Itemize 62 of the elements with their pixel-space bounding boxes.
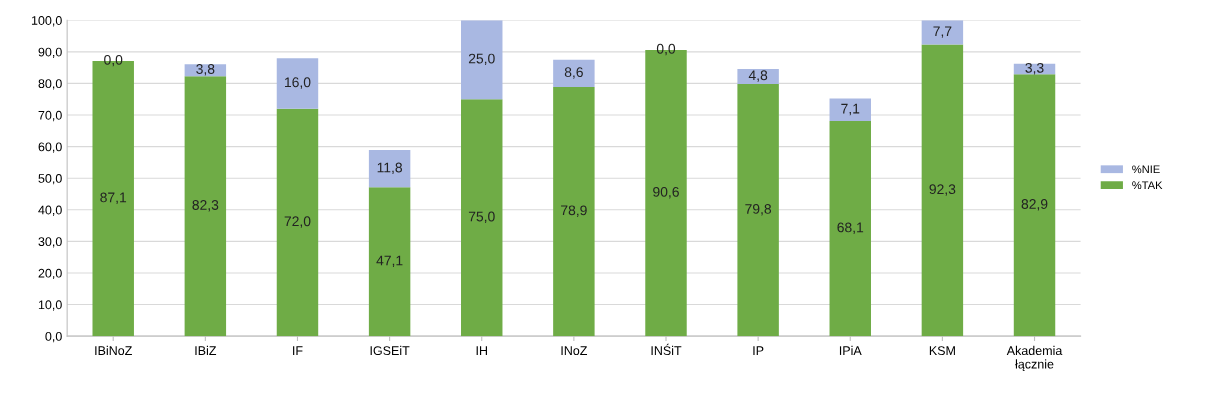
y-tick-label: 90,0 [38, 47, 62, 58]
bar [184, 76, 227, 337]
data-label: 0,0 [656, 43, 676, 56]
data-label: 78,9 [561, 205, 587, 217]
data-label: 75,0 [468, 211, 495, 224]
data-label: 8,6 [564, 67, 583, 79]
bar [921, 44, 964, 337]
data-label: 82,3 [192, 200, 219, 212]
y-tick-label: 40,0 [38, 205, 62, 216]
data-label: 90,6 [653, 186, 679, 199]
data-label: 87,1 [100, 192, 127, 204]
y-tick-label: 70,0 [38, 110, 62, 122]
bar [553, 86, 595, 337]
bar [553, 59, 595, 87]
bar [461, 20, 503, 100]
y-tick-label: 10,0 [38, 300, 62, 311]
data-label: 25,0 [468, 53, 495, 66]
x-tick-label: IPiA [839, 345, 862, 355]
legend-label: %TAK [1132, 181, 1163, 190]
data-label: 68,1 [837, 222, 864, 234]
y-tick-label: 60,0 [38, 142, 62, 153]
x-tick-label: IF [293, 346, 303, 355]
bar [921, 20, 964, 45]
y-tick-label: 50,0 [38, 174, 62, 185]
data-label: 47,1 [376, 255, 403, 268]
data-label: 82,9 [1021, 199, 1048, 211]
y-tick-label: 80,0 [38, 79, 62, 90]
x-tick-label: IBiZ [195, 345, 217, 355]
x-tick-label: IH [476, 346, 487, 355]
bar [737, 84, 779, 337]
bar [1013, 74, 1056, 337]
data-label: 92,3 [929, 184, 956, 196]
data-label: 0,0 [104, 54, 123, 67]
bar [276, 58, 319, 109]
x-tick-label: KSM [929, 346, 955, 356]
data-label: 3,8 [196, 64, 215, 76]
bar [737, 68, 779, 85]
legend-label: %NIE [1132, 165, 1160, 174]
data-label: 72,0 [284, 216, 311, 228]
y-tick-label: 0,0 [45, 331, 62, 343]
x-tick-label: INoZ [561, 346, 588, 356]
data-label: 3,3 [1025, 62, 1044, 75]
x-tick-label: IP [753, 346, 764, 355]
data-label: 79,8 [745, 204, 772, 216]
data-label: 16,0 [285, 77, 311, 89]
data-label: 7,7 [933, 26, 952, 38]
y-tick-label: 100,0 [31, 16, 62, 27]
x-tick-label: IGSEiT [370, 345, 410, 356]
bar [368, 187, 411, 337]
y-tick-label: 30,0 [38, 237, 62, 248]
data-label: 11,8 [377, 162, 403, 175]
data-label: 4,8 [748, 70, 768, 82]
bar [829, 98, 871, 122]
bar [829, 121, 871, 337]
x-tick-label: IBiNoZ [95, 345, 132, 356]
y-tick-label: 20,0 [38, 268, 62, 280]
x-tick-label: Akademia łącznie [1006, 345, 1063, 371]
bar [276, 108, 319, 337]
bar [368, 150, 411, 188]
data-label: 7,1 [841, 103, 860, 116]
x-tick-label: INŚiT [651, 343, 682, 356]
bar [461, 99, 503, 337]
